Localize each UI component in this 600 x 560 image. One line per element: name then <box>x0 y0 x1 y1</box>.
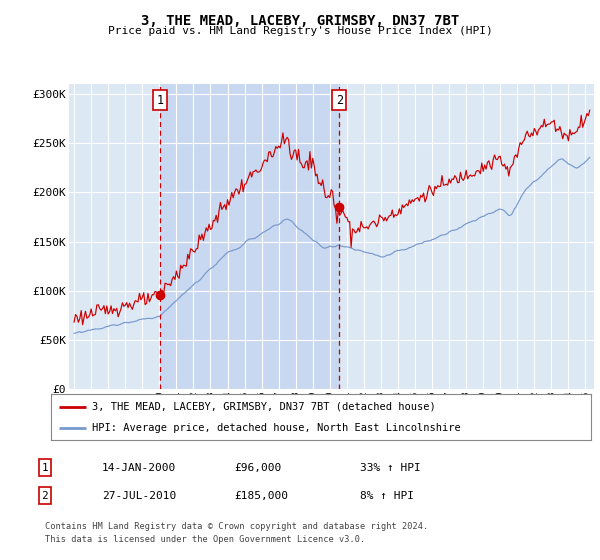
Text: 33% ↑ HPI: 33% ↑ HPI <box>360 463 421 473</box>
Text: 2: 2 <box>41 491 49 501</box>
Text: 1: 1 <box>41 463 49 473</box>
Text: 8% ↑ HPI: 8% ↑ HPI <box>360 491 414 501</box>
Text: 3, THE MEAD, LACEBY, GRIMSBY, DN37 7BT: 3, THE MEAD, LACEBY, GRIMSBY, DN37 7BT <box>141 14 459 28</box>
Text: £96,000: £96,000 <box>234 463 281 473</box>
Text: 1: 1 <box>157 94 164 107</box>
Text: HPI: Average price, detached house, North East Lincolnshire: HPI: Average price, detached house, Nort… <box>91 423 460 433</box>
Bar <box>160 84 340 389</box>
Text: 14-JAN-2000: 14-JAN-2000 <box>102 463 176 473</box>
Text: 2: 2 <box>336 94 343 107</box>
Text: Price paid vs. HM Land Registry's House Price Index (HPI): Price paid vs. HM Land Registry's House … <box>107 26 493 36</box>
Text: 3, THE MEAD, LACEBY, GRIMSBY, DN37 7BT (detached house): 3, THE MEAD, LACEBY, GRIMSBY, DN37 7BT (… <box>91 402 435 412</box>
Text: £185,000: £185,000 <box>234 491 288 501</box>
Text: 27-JUL-2010: 27-JUL-2010 <box>102 491 176 501</box>
Text: Contains HM Land Registry data © Crown copyright and database right 2024.
This d: Contains HM Land Registry data © Crown c… <box>45 522 428 544</box>
